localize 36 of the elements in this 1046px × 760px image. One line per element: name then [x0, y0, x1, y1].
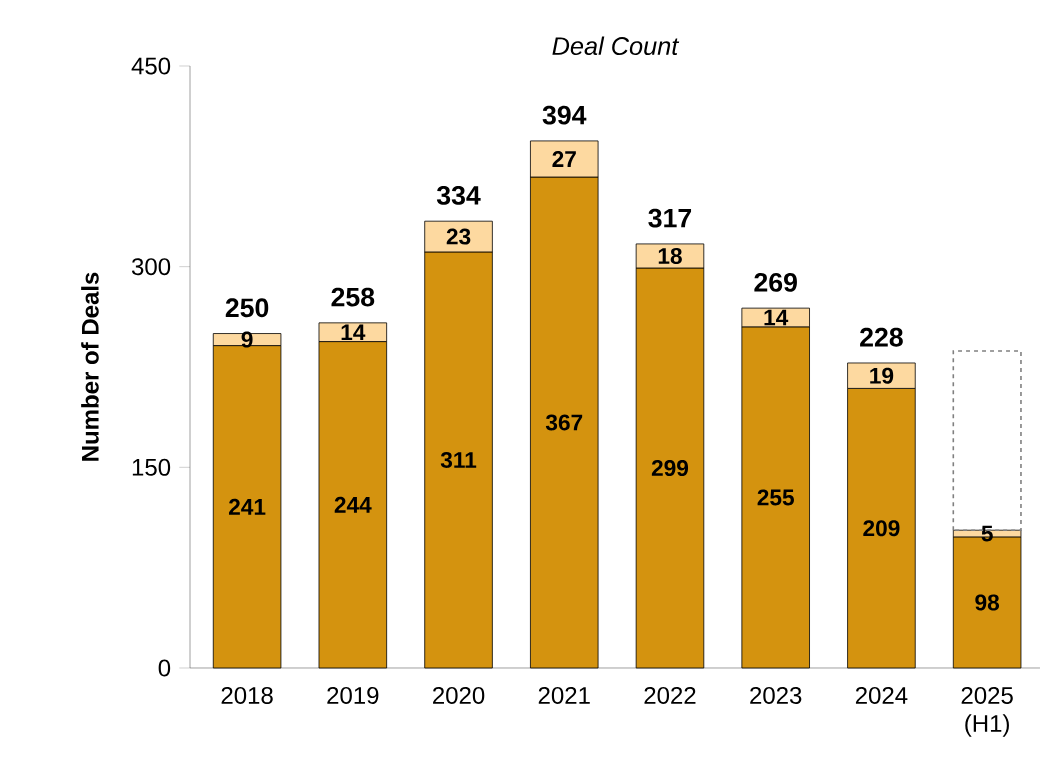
x-tick-label: 2024 [855, 686, 908, 704]
data-label: 23 [446, 228, 471, 245]
data-label: 9 [241, 331, 253, 348]
y-tick-label: 450 [131, 57, 171, 75]
x-tick-label: 2018 [221, 686, 273, 704]
y-tick-label: 300 [131, 258, 171, 276]
total-label: 258 [331, 287, 375, 307]
data-label: 18 [658, 247, 682, 264]
data-label: 244 [334, 496, 372, 513]
data-label: 311 [440, 451, 477, 468]
y-tick-label: 150 [132, 458, 171, 476]
data-label: 299 [651, 459, 689, 477]
total-label: 334 [436, 185, 481, 205]
data-label: 209 [863, 520, 900, 537]
total-label: 394 [542, 105, 587, 125]
chart-title: Deal Count [552, 36, 680, 56]
x-tick-label: 2021 [538, 686, 590, 704]
x-tick-label: 2022 [644, 686, 696, 704]
x-tick-label: 2020 [433, 686, 485, 704]
data-label: 98 [975, 594, 1000, 611]
data-label: 19 [870, 367, 894, 384]
x-tick-label: 2023 [750, 686, 802, 704]
data-label: 255 [757, 489, 794, 506]
data-label: 367 [545, 414, 583, 431]
y-axis-title: Number of Deals [81, 272, 99, 461]
data-label: 241 [228, 498, 266, 515]
total-label: 317 [648, 208, 692, 228]
data-label: 14 [764, 309, 789, 326]
x-tick-label: 2025 (H1) [961, 686, 1013, 737]
total-label: 269 [754, 272, 797, 292]
y-tick-label: 0 [158, 659, 171, 677]
total-label: 250 [225, 298, 269, 318]
x-tick-label: 2019 [327, 686, 379, 704]
total-label: 228 [860, 327, 903, 347]
data-label: 27 [552, 151, 576, 167]
data-label: 14 [341, 324, 366, 341]
